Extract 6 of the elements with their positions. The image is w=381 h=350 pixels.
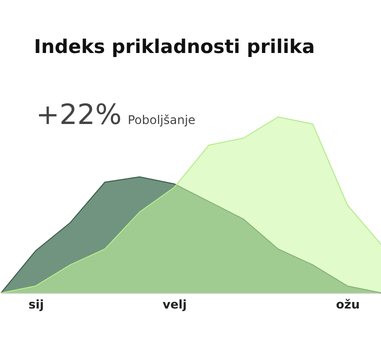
x-tick-label: ožu — [336, 298, 360, 312]
annotation: +22% — [36, 98, 122, 131]
x-tick-label: velj — [162, 298, 187, 312]
chart-title: Indeks prikladnosti prilika — [34, 36, 315, 58]
annotation: Poboljšanje — [128, 113, 196, 127]
x-tick-label: sij — [28, 298, 44, 312]
